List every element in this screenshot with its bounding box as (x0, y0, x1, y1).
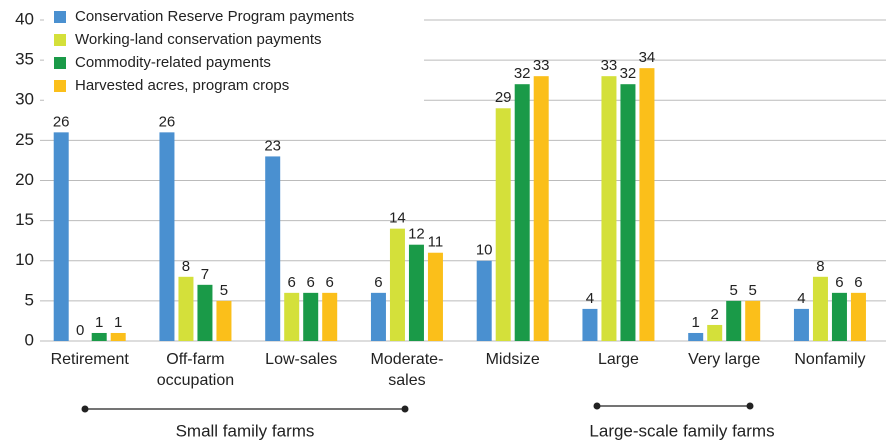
bar (159, 132, 175, 341)
x-tick-label: Midsize (486, 351, 540, 368)
legend-swatch (54, 57, 66, 69)
value-label: 23 (264, 137, 281, 154)
bar (53, 132, 69, 341)
value-label: 6 (854, 274, 862, 291)
bar (322, 292, 338, 341)
value-label: 14 (389, 210, 406, 227)
x-tick-label: Moderate-sales (370, 351, 443, 389)
value-label: 7 (201, 266, 209, 283)
legend-swatch (54, 34, 66, 46)
value-label: 6 (307, 274, 315, 291)
y-tick-label: 25 (15, 130, 34, 149)
bar (284, 292, 300, 341)
y-tick-label: 30 (15, 90, 34, 109)
bar (793, 308, 809, 341)
x-tick-label: Very large (688, 351, 760, 368)
bar (850, 292, 866, 341)
y-tick-label: 10 (15, 250, 34, 269)
value-label: 6 (326, 274, 334, 291)
value-label: 1 (95, 314, 103, 331)
value-label: 33 (533, 57, 550, 74)
bar (812, 276, 828, 341)
x-tick-label: Nonfamily (794, 351, 865, 368)
value-label: 33 (601, 57, 618, 74)
legend-swatch (54, 11, 66, 23)
value-label: 8 (182, 258, 190, 275)
bar (688, 332, 704, 341)
bar (831, 292, 847, 341)
value-label: 10 (476, 242, 493, 259)
legend-label: Conservation Reserve Program payments (75, 8, 354, 25)
bar (745, 300, 761, 341)
value-label: 6 (288, 274, 296, 291)
value-label: 11 (428, 234, 444, 251)
legend: Conservation Reserve Program payments Wor… (44, 2, 424, 102)
bar (533, 76, 549, 342)
y-tick-label: 5 (25, 290, 34, 309)
bracket-end (746, 402, 754, 410)
bar (582, 308, 598, 341)
value-label: 8 (816, 258, 824, 275)
legend-background (44, 2, 424, 102)
legend-swatch (54, 80, 66, 92)
value-label: 6 (374, 274, 382, 291)
y-tick-label: 35 (15, 50, 34, 69)
y-tick-label: 20 (15, 170, 34, 189)
bracket-end (401, 405, 409, 413)
y-tick-label: 40 (15, 9, 34, 28)
x-tick-label: Off-farm occupation (157, 351, 234, 389)
bar (726, 300, 742, 341)
bar (389, 228, 405, 341)
bar (427, 252, 443, 341)
value-label: 0 (76, 322, 84, 339)
value-label: 1 (692, 314, 700, 331)
value-label: 4 (586, 290, 594, 307)
group-label: Small family farms (176, 421, 315, 440)
value-label: 34 (639, 49, 656, 66)
value-label: 4 (797, 290, 805, 307)
legend-label: Commodity-related payments (75, 54, 271, 71)
legend-label: Harvested acres, program crops (75, 77, 289, 94)
x-tick-label: Low-sales (265, 351, 337, 368)
value-label: 2 (711, 306, 719, 323)
value-label: 26 (159, 113, 176, 130)
legend-label: Working-land conservation payments (75, 31, 322, 48)
value-label: 5 (749, 282, 757, 299)
bar (639, 68, 655, 342)
bracket-end (81, 405, 89, 413)
bar (197, 284, 213, 341)
y-tick-label: 15 (15, 210, 34, 229)
x-tick-label: Retirement (51, 351, 130, 368)
value-label: 6 (835, 274, 843, 291)
bar (178, 276, 194, 341)
y-tick-label: 0 (25, 330, 34, 349)
bar (91, 332, 107, 341)
value-label: 5 (730, 282, 738, 299)
bar (408, 244, 424, 341)
bar (476, 260, 492, 341)
bar (110, 332, 126, 341)
group-label: Large-scale family farms (589, 421, 774, 440)
value-label: 12 (408, 226, 425, 243)
bar (514, 84, 530, 341)
bracket-end (593, 402, 601, 410)
bar (707, 324, 723, 341)
x-tick-label: Large (598, 351, 639, 368)
bar (303, 292, 319, 341)
bar (265, 156, 281, 341)
bar (370, 292, 386, 341)
bar (495, 108, 511, 342)
bar (620, 84, 636, 341)
value-label: 29 (495, 89, 512, 106)
bar (601, 76, 617, 342)
value-label: 32 (620, 65, 637, 82)
value-label: 26 (53, 113, 70, 130)
value-label: 5 (220, 282, 228, 299)
bar (216, 300, 232, 341)
value-label: 32 (514, 65, 531, 82)
value-label: 1 (114, 314, 122, 331)
